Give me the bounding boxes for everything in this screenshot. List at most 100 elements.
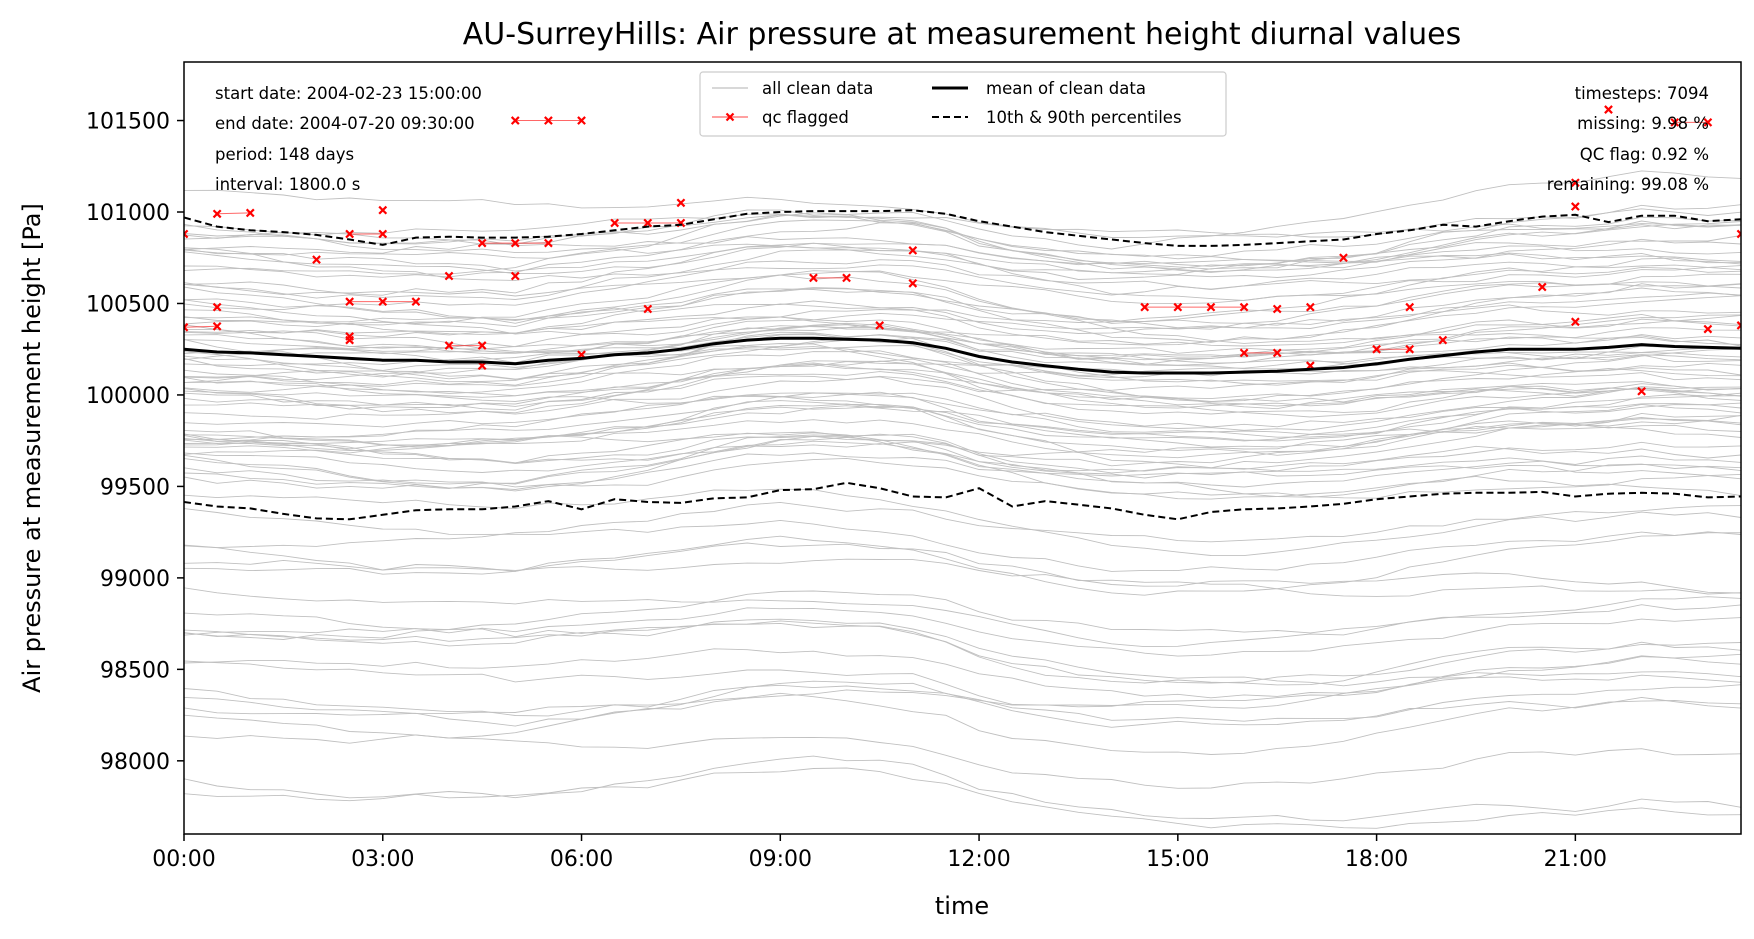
qc-flagged-point bbox=[1405, 344, 1415, 354]
clean-data-line bbox=[184, 433, 1741, 490]
qc-flagged-point bbox=[544, 238, 553, 248]
clean-data-line bbox=[184, 213, 1741, 264]
clean-data-line bbox=[184, 405, 1741, 470]
qc-flagged-point bbox=[1272, 304, 1282, 314]
qc-flagged-point bbox=[908, 278, 918, 288]
info-start-date: start date: 2004-02-23 15:00:00 bbox=[215, 84, 482, 103]
qc-flagged-point bbox=[1305, 302, 1315, 312]
clean-data-line bbox=[184, 219, 1741, 265]
qc-flagged-point bbox=[378, 297, 388, 307]
clean-data-line bbox=[184, 423, 1741, 473]
qc-flagged-point bbox=[345, 229, 355, 239]
qc-flagged-point bbox=[1405, 302, 1415, 312]
x-tick-label: 06:00 bbox=[550, 847, 613, 872]
clean-data-line bbox=[184, 545, 1741, 594]
clean-data-line bbox=[184, 648, 1741, 699]
info-missing: missing: 9.98 % bbox=[1577, 114, 1709, 133]
legend-box bbox=[699, 71, 1227, 137]
clean-data-line bbox=[184, 392, 1741, 442]
y-tick-label: 99500 bbox=[100, 475, 170, 500]
qc-flagged-point bbox=[1372, 344, 1381, 354]
clean-data-line bbox=[184, 299, 1741, 359]
qc-flagged-point bbox=[245, 208, 255, 218]
qc-flagged-point bbox=[1637, 386, 1646, 396]
chart-title: AU-SurreyHills: Air pressure at measurem… bbox=[463, 17, 1461, 52]
qc-flagged-point bbox=[1272, 348, 1282, 358]
qc-flagged-point bbox=[345, 335, 355, 345]
clean-data-line bbox=[184, 587, 1741, 648]
qc-flagged-layer bbox=[184, 105, 1741, 396]
info-period: period: 148 days bbox=[215, 145, 354, 164]
clean-data-line bbox=[184, 620, 1741, 684]
clean-data-line bbox=[184, 170, 1741, 250]
qc-flagged-point bbox=[1570, 202, 1580, 211]
clean-data-line bbox=[184, 248, 1741, 296]
info-interval: interval: 1800.0 s bbox=[215, 175, 360, 194]
qc-flagged-point bbox=[510, 116, 520, 125]
clean-data-line bbox=[184, 417, 1741, 472]
qc-flagged-point bbox=[444, 271, 454, 281]
qc-flagged-point bbox=[1438, 335, 1448, 345]
clean-data-line bbox=[184, 304, 1741, 354]
qc-flagged-point bbox=[510, 271, 520, 281]
qc-flagged-point bbox=[908, 246, 918, 255]
percentile-lines bbox=[184, 209, 1741, 521]
clean-data-line bbox=[184, 257, 1741, 322]
qc-flagged-point bbox=[184, 322, 189, 332]
legend-marker-qc bbox=[725, 112, 735, 122]
qc-flagged-point bbox=[184, 229, 189, 239]
clean-data-line bbox=[184, 714, 1741, 789]
clean-data-line bbox=[184, 532, 1741, 596]
y-tick-label: 98000 bbox=[100, 750, 170, 775]
qc-flagged-point bbox=[1339, 253, 1348, 263]
info-left: start date: 2004-02-23 15:00:00 end date… bbox=[215, 84, 482, 194]
x-tick-label: 00:00 bbox=[152, 847, 215, 872]
clean-data-line bbox=[184, 390, 1741, 438]
legend: all clean data qc flagged mean of clean … bbox=[699, 71, 1227, 137]
clean-data-line bbox=[184, 245, 1741, 301]
qc-flagged-point bbox=[1239, 302, 1249, 312]
qc-flagged-point bbox=[842, 273, 851, 283]
qc-flagged-point bbox=[212, 321, 222, 331]
percentile-line bbox=[184, 209, 1741, 247]
qc-flagged-point bbox=[1140, 302, 1150, 312]
qc-flagged-segment bbox=[184, 325, 218, 328]
clean-data-line bbox=[184, 322, 1741, 378]
clean-data-line bbox=[184, 431, 1741, 500]
info-timesteps: timesteps: 7094 bbox=[1575, 84, 1709, 103]
clean-data-line bbox=[184, 214, 1741, 254]
clean-data-line bbox=[184, 287, 1741, 346]
clean-data-lines bbox=[184, 170, 1741, 829]
legend-label-clean: all clean data bbox=[762, 79, 873, 98]
x-tick-label: 12:00 bbox=[947, 847, 1010, 872]
qc-flagged-point bbox=[643, 218, 653, 228]
qc-flagged-point bbox=[510, 238, 520, 248]
clean-data-line bbox=[184, 274, 1741, 344]
clean-data-line bbox=[184, 375, 1741, 431]
qc-flagged-point bbox=[1703, 117, 1713, 127]
y-tick-label: 101500 bbox=[86, 110, 170, 135]
qc-flagged-point bbox=[212, 209, 222, 219]
x-tick-label: 15:00 bbox=[1146, 847, 1209, 872]
qc-flagged-point bbox=[1736, 321, 1741, 330]
clean-data-line bbox=[184, 242, 1741, 275]
clean-data-line bbox=[184, 400, 1741, 456]
x-axis: 00:00 03:00 06:00 09:00 12:00 15:00 18:00 21:00 bbox=[152, 834, 1607, 872]
clean-data-line bbox=[184, 334, 1741, 387]
percentile-line bbox=[184, 481, 1741, 521]
qc-flagged-point bbox=[610, 218, 620, 228]
y-tick-label: 98500 bbox=[100, 658, 170, 683]
clean-data-line bbox=[184, 501, 1741, 549]
clean-data-line bbox=[184, 436, 1741, 485]
qc-flagged-point bbox=[1570, 178, 1580, 188]
clean-data-line bbox=[184, 371, 1741, 418]
plot-frame bbox=[183, 61, 1742, 835]
legend-label-percentile: 10th & 90th percentiles bbox=[986, 108, 1182, 127]
clean-data-line bbox=[184, 314, 1741, 361]
clean-data-line bbox=[184, 336, 1741, 386]
clean-data-line bbox=[184, 334, 1741, 407]
y-tick-label: 100500 bbox=[86, 292, 170, 317]
clean-data-line bbox=[184, 354, 1741, 398]
qc-flagged-point bbox=[643, 304, 653, 314]
clean-data-line bbox=[184, 331, 1741, 386]
